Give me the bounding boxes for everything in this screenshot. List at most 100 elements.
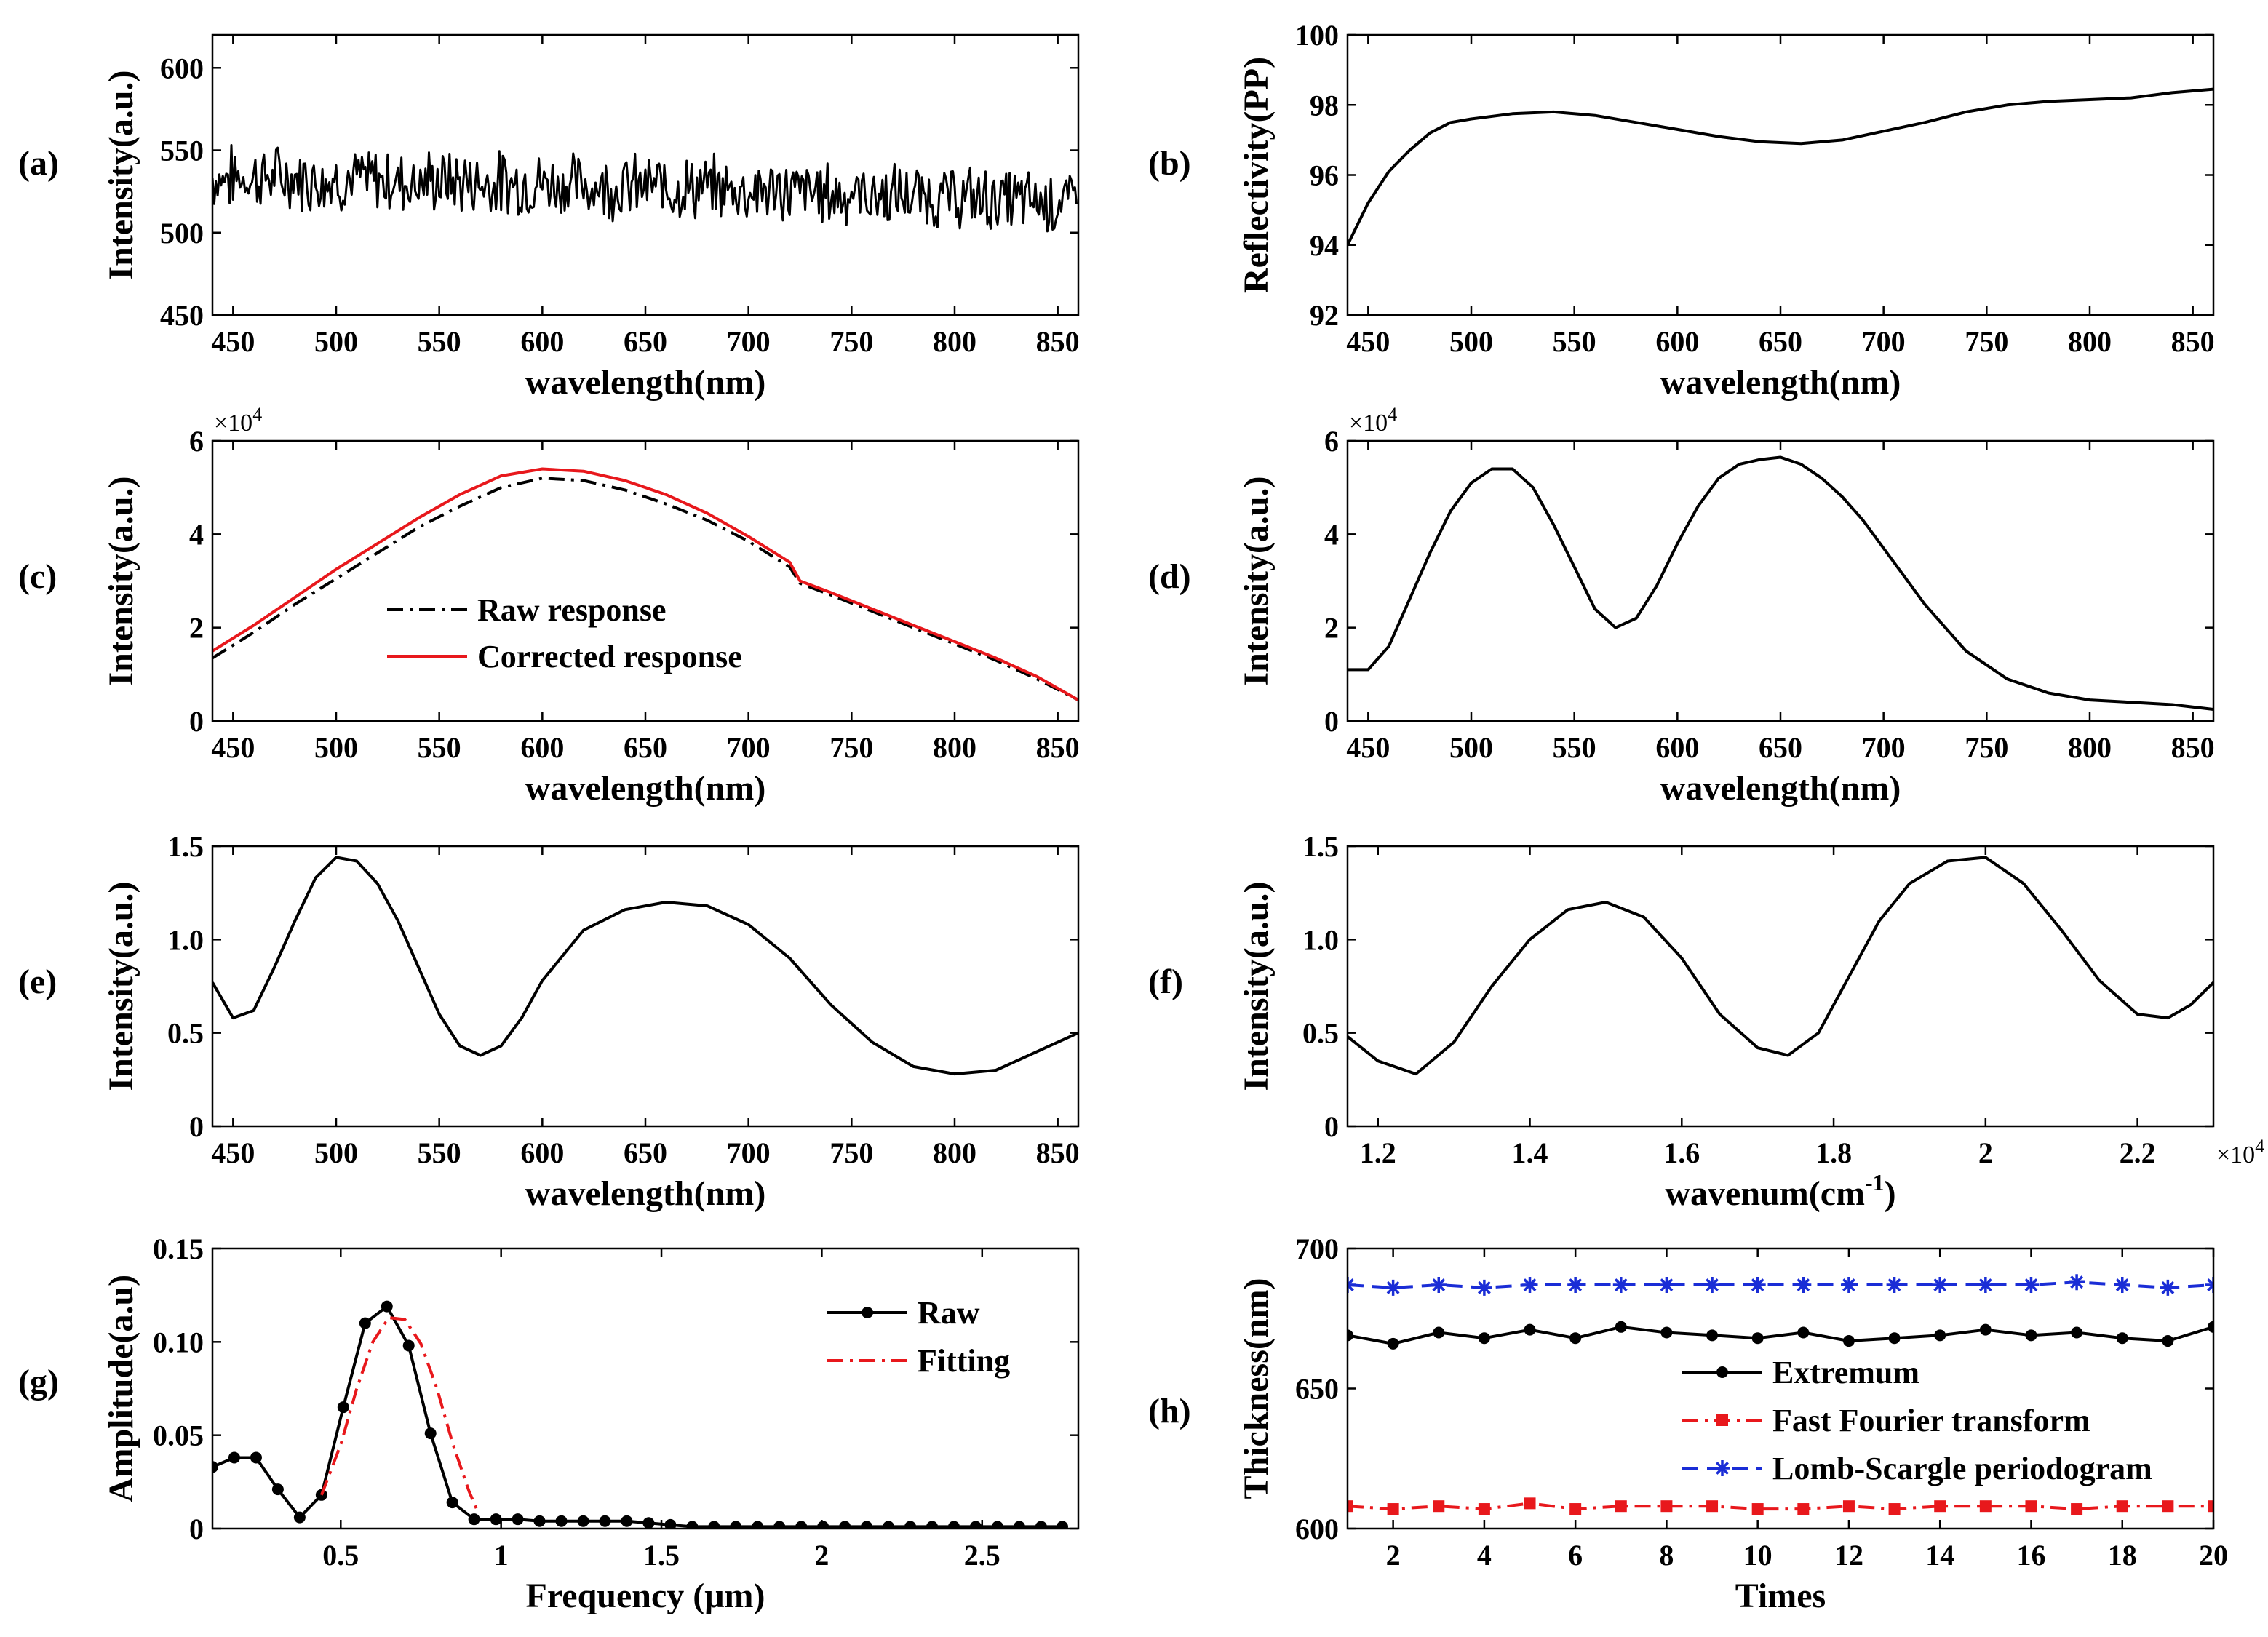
x-tick-label: 650 [1759,325,1802,358]
panel-label: (c) [18,557,57,596]
x-tick-label: 850 [1036,325,1080,358]
legend-entry: Fitting [918,1343,1010,1379]
x-axis-label-main: wavelength(nm) [525,1174,766,1213]
data-point [1658,1277,1675,1294]
x-tick-label: 500 [314,325,358,358]
series-group [1348,856,2213,1076]
x-tick-label: 12 [1834,1539,1863,1572]
data-point [577,1515,589,1527]
x-tick-label: 800 [933,731,976,764]
series-group [1348,1274,2213,1515]
data-point [337,1401,349,1414]
data-point [991,1521,1003,1529]
x-tick-label: 2 [814,1539,829,1572]
y-tick-label: 2 [189,612,204,645]
x-tick-label: 850 [2171,325,2215,358]
y-tick-label: 1.0 [1302,923,1339,956]
series-line-h-1 [1348,1502,2213,1511]
x-tick-label: 450 [211,1136,255,1169]
panel-label: (d) [1148,557,1191,596]
x-tick-label: 2 [1978,1136,1993,1169]
series-group [212,144,1078,233]
data-point [271,1483,284,1496]
data-point [1348,1329,1353,1342]
data-point [1749,1277,1766,1294]
data-point [1795,1277,1812,1294]
axes-frame [1346,845,2215,1128]
x-tick-label: 8 [1659,1539,1674,1572]
x-tick-label: 450 [1346,325,1390,358]
x-tick-label: 1.8 [1815,1136,1852,1169]
data-point [686,1521,699,1529]
y-tick-label: 600 [160,52,204,84]
data-point [2208,1321,2213,1333]
data-point [1842,1335,1855,1347]
y-axis-label: Intensity(a.u.) [1237,881,1276,1091]
y-multiplier-exp: 4 [252,404,262,425]
y-multiplier: ×104 [214,404,262,437]
legend-marker [1714,1460,1730,1476]
data-point [1797,1503,1810,1515]
x-tick-label: 650 [624,1136,667,1169]
data-point [250,1451,262,1464]
y-multiplier: ×104 [1349,404,1397,437]
axes-frame [1346,33,2215,316]
data-point [2116,1332,2128,1345]
data-point [2160,1279,2176,1296]
legend-entry: Lomb-Scargle periodogram [1772,1451,2152,1486]
x-axis-label-main: wavelength(nm) [525,769,766,808]
data-point [2069,1274,2085,1291]
y-tick-label: 0.15 [153,1232,204,1265]
x-tick-label: 550 [418,1136,461,1169]
y-tick-label: 96 [1310,159,1339,192]
data-point [446,1497,458,1509]
data-point [883,1521,895,1529]
data-point [773,1521,786,1529]
x-tick-label: 550 [1553,731,1596,764]
x-tick-label: 600 [1655,731,1699,764]
series-line-g-0 [212,1305,1062,1529]
axes-frame [211,439,1080,722]
x-tick-label: 850 [1036,1136,1080,1169]
data-point [2162,1500,2174,1513]
x-tick-label: 650 [1759,731,1802,764]
data-point [512,1513,524,1526]
data-point [1615,1500,1627,1513]
x-tick-label: 4 [1477,1539,1492,1572]
y-axis-label: Intensity(a.u.) [102,881,140,1091]
data-point [468,1513,480,1526]
series-line-b-0 [1348,87,2213,246]
legend-marker [1716,1366,1728,1378]
x-tick-label: 700 [727,1136,771,1169]
data-point [1932,1277,1949,1294]
x-tick-label: 500 [1449,731,1493,764]
data-point [2025,1329,2037,1342]
data-point [926,1521,939,1529]
x-axis-label: wavelength(nm) [1660,363,1901,402]
data-point [642,1517,655,1529]
x-tick-label: 2.2 [2120,1136,2156,1169]
data-point [1348,1500,1353,1513]
data-point [2023,1277,2040,1294]
x-tick-label: 2 [1386,1539,1401,1572]
y-tick-label: 92 [1310,299,1339,332]
y-tick-label: 98 [1310,89,1339,122]
x-tick-label: 10 [1743,1539,1772,1572]
legend-marker [1716,1414,1728,1426]
x-tick-label: 700 [1862,731,1906,764]
y-multiplier-base: ×10 [214,410,252,437]
series-line-c-0 [212,477,1078,701]
x-tick-label: 800 [2068,731,2112,764]
y-tick-label: 500 [160,217,204,250]
x-axis-label-main: Times [1735,1577,1826,1615]
data-point [1035,1521,1047,1529]
y-tick-label: 0.5 [1302,1017,1339,1050]
x-axis-label: wavelength(nm) [525,1174,766,1213]
x-tick-label: 600 [520,325,564,358]
x-tick-label: 750 [1965,731,2008,764]
data-point [1706,1500,1719,1513]
data-point [1660,1500,1673,1513]
series-group [1348,87,2213,246]
data-point [1797,1326,1810,1339]
data-point [1660,1326,1673,1339]
